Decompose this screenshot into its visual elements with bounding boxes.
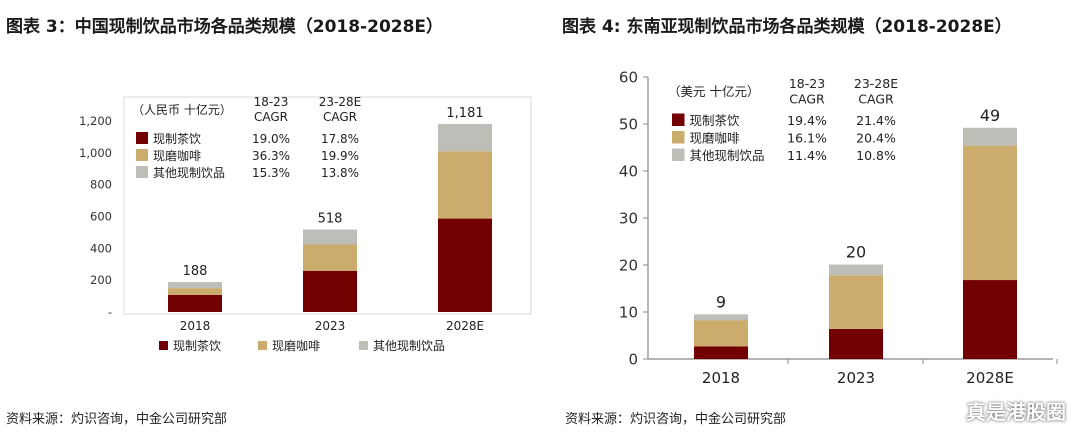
cagr-row-label: 现磨咖啡 <box>690 131 741 146</box>
y-tick-label: 30 <box>619 209 638 227</box>
cagr-swatch <box>136 166 148 178</box>
bar-segment <box>963 145 1017 281</box>
plot-frame <box>123 96 532 315</box>
cagr-header: 23-28E <box>319 95 361 109</box>
cagr-value: 19.9% <box>321 149 359 163</box>
y-tick-label: 50 <box>619 115 638 133</box>
bar-segment <box>438 151 492 219</box>
cagr-swatch <box>672 131 685 144</box>
cagr-value: 19.4% <box>787 113 827 128</box>
y-tick-label: 600 <box>90 210 112 224</box>
bar-total-label: 49 <box>980 106 1000 125</box>
x-tick-label: 2023 <box>837 369 875 387</box>
cagr-value: 11.4% <box>787 148 827 163</box>
legend-label: 现磨咖啡 <box>272 338 320 353</box>
y-tick-label: 400 <box>90 241 112 255</box>
cagr-value: 16.1% <box>787 131 827 146</box>
y-tick-label: 20 <box>619 256 638 274</box>
bar-segment <box>694 346 748 359</box>
cagr-value: 36.3% <box>252 149 290 163</box>
cagr-value: 21.4% <box>856 113 896 128</box>
cagr-swatch <box>136 132 148 144</box>
bar-segment <box>694 320 748 347</box>
x-tick-label: 2028E <box>446 319 484 333</box>
y-tick-label: 10 <box>619 303 638 321</box>
legend-swatch <box>159 341 168 350</box>
bar-total-label: 188 <box>183 264 208 279</box>
bar-segment <box>168 282 222 289</box>
cagr-header: 18-23 <box>254 95 289 109</box>
cagr-value: 20.4% <box>856 131 896 146</box>
cagr-row-label: 现制茶饮 <box>690 113 741 128</box>
watermark: 真是港股圈 <box>966 400 1066 424</box>
legend-swatch <box>258 341 267 350</box>
cagr-header: CAGR <box>254 110 288 124</box>
y-tick-label: 200 <box>90 273 112 287</box>
bar-segment <box>168 288 222 295</box>
cagr-swatch <box>672 148 685 161</box>
chart-title-china: 图表 3：中国现制饮品市场各品类规模（2018-2028E） <box>6 17 444 37</box>
bar-segment <box>829 264 883 276</box>
bar-segment <box>303 270 357 312</box>
bar-segment <box>694 314 748 321</box>
bar-total-label: 20 <box>846 243 866 262</box>
cagr-header: CAGR <box>323 110 357 124</box>
bar-total-label: 518 <box>318 212 343 227</box>
bar-total-label: 9 <box>716 292 726 311</box>
bar-segment <box>963 280 1017 359</box>
bar-segment <box>438 124 492 152</box>
unit-label: （人民币 十亿元） <box>132 102 232 117</box>
bar-segment <box>303 244 357 271</box>
cagr-value: 13.8% <box>321 166 359 180</box>
unit-label: （美元 十亿元） <box>668 84 759 99</box>
source-note-left: 资料来源：灼识咨询，中金公司研究部 <box>6 412 228 427</box>
bar-segment <box>963 127 1017 146</box>
x-tick-label: 2018 <box>702 369 740 387</box>
legend-label: 其他现制饮品 <box>373 339 445 353</box>
cagr-swatch <box>136 149 148 161</box>
bar-segment <box>829 275 883 329</box>
y-tick-label: - <box>108 305 112 319</box>
x-tick-label: 2023 <box>315 319 346 333</box>
y-tick-label: 40 <box>619 162 638 180</box>
legend-swatch <box>359 341 368 350</box>
chart-southeast-asia: 0 10 20 30 40 50 60 9 2018 20 2023 49 2028E （美元 十亿元） 1… <box>619 68 1058 387</box>
bar-segment <box>303 229 357 245</box>
x-tick-label: 2018 <box>180 319 211 333</box>
cagr-value: 15.3% <box>252 166 290 180</box>
cagr-value: 19.0% <box>252 132 290 146</box>
legend-label: 现制茶饮 <box>173 338 221 353</box>
chart-china: - 200 400 600 800 1,000 1,200 188 2018 518 2023 1,1… <box>79 95 532 353</box>
cagr-header: CAGR <box>789 92 825 107</box>
cagr-swatch <box>672 113 685 126</box>
y-tick-label: 0 <box>628 350 638 368</box>
cagr-header: 23-28E <box>854 76 898 91</box>
bar-segment <box>829 328 883 359</box>
cagr-row-label: 其他现制饮品 <box>153 166 225 180</box>
bar-segment <box>438 218 492 312</box>
bar-segment <box>168 294 222 312</box>
cagr-row-label: 现磨咖啡 <box>153 148 201 163</box>
cagr-row-label: 其他现制饮品 <box>690 148 765 163</box>
cagr-header: CAGR <box>858 92 894 107</box>
bar-total-label: 1,181 <box>446 106 483 121</box>
y-tick-label: 1,000 <box>79 146 112 160</box>
cagr-row-label: 现制茶饮 <box>153 131 201 146</box>
y-tick-label: 1,200 <box>79 114 112 128</box>
cagr-value: 10.8% <box>856 148 896 163</box>
x-tick-label: 2028E <box>966 369 1014 387</box>
y-tick-label: 60 <box>619 68 638 86</box>
cagr-value: 17.8% <box>321 132 359 146</box>
y-tick-label: 800 <box>90 178 112 192</box>
chart-title-southeast-asia: 图表 4: 东南亚现制饮品市场各品类规模（2018-2028E） <box>562 17 1012 37</box>
source-note-right: 资料来源：灼识咨询，中金公司研究部 <box>565 412 787 427</box>
cagr-header: 18-23 <box>789 76 825 91</box>
